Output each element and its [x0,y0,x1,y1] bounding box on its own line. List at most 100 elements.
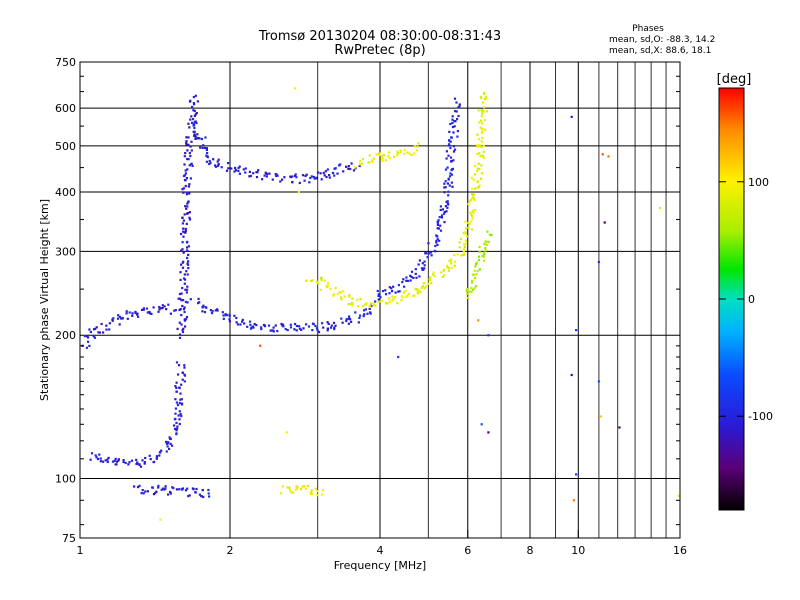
trace-point [241,320,244,323]
trace-point [420,286,423,289]
trace-point [222,314,225,317]
trace-point [476,133,479,136]
trace-point [220,166,223,169]
trace-point [328,174,331,177]
trace-point [185,291,188,294]
trace-point [188,218,192,221]
trace-point [175,401,178,404]
trace-point [401,281,404,284]
trace-point [413,145,416,148]
trace-point [152,493,156,496]
trace-point [326,168,329,171]
trace-point [184,278,187,281]
trace-point [450,136,453,139]
trace-point [384,159,387,162]
trace-point [268,172,271,175]
trace-point [251,325,254,328]
phase-stats-o: mean, sd,O: -88.3, 14.2 [609,35,715,45]
trace-point [137,315,140,318]
trace-point [179,413,182,416]
trace-point [316,282,320,285]
trace-point [423,260,426,263]
trace-point [177,414,180,417]
trace-point [114,457,117,460]
trace-point [397,152,400,155]
trace-point [186,168,189,171]
y-tick-label: 750 [55,56,76,69]
trace-point [187,143,190,146]
trace-point [340,298,343,301]
trace-point [402,278,405,281]
trace-point [104,459,107,462]
colorbar-tick-label: 100 [748,176,769,189]
trace-point [441,275,445,278]
trace-point [195,487,198,491]
trace-point [177,373,180,376]
trace-point [142,492,145,495]
trace-point [179,271,182,274]
trace-point [470,286,473,289]
trace-point [466,296,469,299]
trace-point [448,144,451,147]
trace-point [192,122,195,126]
trace-point [450,181,453,184]
trace-point [182,235,185,238]
trace-point [473,287,476,290]
trace-point [448,130,451,133]
trace-point [168,447,171,450]
trace-point [186,301,189,304]
trace-point [233,314,236,317]
trace-point [188,164,191,167]
trace-point [332,293,335,296]
trace-point [365,302,368,305]
trace-point [479,95,482,98]
trace-point [228,313,231,316]
trace-point [188,494,191,497]
trace-point [192,118,195,121]
trace-point [448,184,451,187]
trace-point [178,386,181,390]
trace-point [423,287,426,290]
trace-point [374,300,377,303]
trace-point [322,326,325,329]
trace-point [182,327,185,330]
trace-point [280,492,283,495]
trace-point [479,154,482,157]
trace-point [439,271,443,274]
trace-point [183,231,186,234]
trace-point [319,277,323,280]
trace-point [471,279,474,282]
trace-point [186,487,189,490]
trace-point [472,197,475,200]
y-axis-label: Stationary phase Virtual Height [km] [38,199,51,401]
trace-point [410,275,413,279]
trace-point [246,325,249,328]
trace-point [172,487,175,490]
trace-point [448,139,451,143]
trace-point [194,135,197,139]
trace-point [388,286,391,289]
trace-point [239,323,242,326]
scatter-point [677,494,680,497]
trace-point [357,305,360,308]
trace-point [179,297,182,300]
trace-point [363,313,366,316]
trace-point [333,327,336,331]
trace-point [185,222,188,225]
plot-grid [80,62,680,538]
trace-point [453,148,457,151]
trace-point [93,336,96,339]
trace-point [396,150,399,153]
trace-point [181,266,185,269]
trace-point [481,136,484,139]
trace-point [430,254,433,257]
trace-point [446,200,449,203]
trace-point [249,323,252,326]
trace-point [415,149,418,152]
trace-point [183,366,186,369]
trace-point [319,288,322,291]
trace-point [381,299,384,302]
trace-point [189,298,192,301]
trace-point [428,278,431,281]
chart-title: Tromsø 20130204 08:30:00-08:31:43 [258,29,501,44]
